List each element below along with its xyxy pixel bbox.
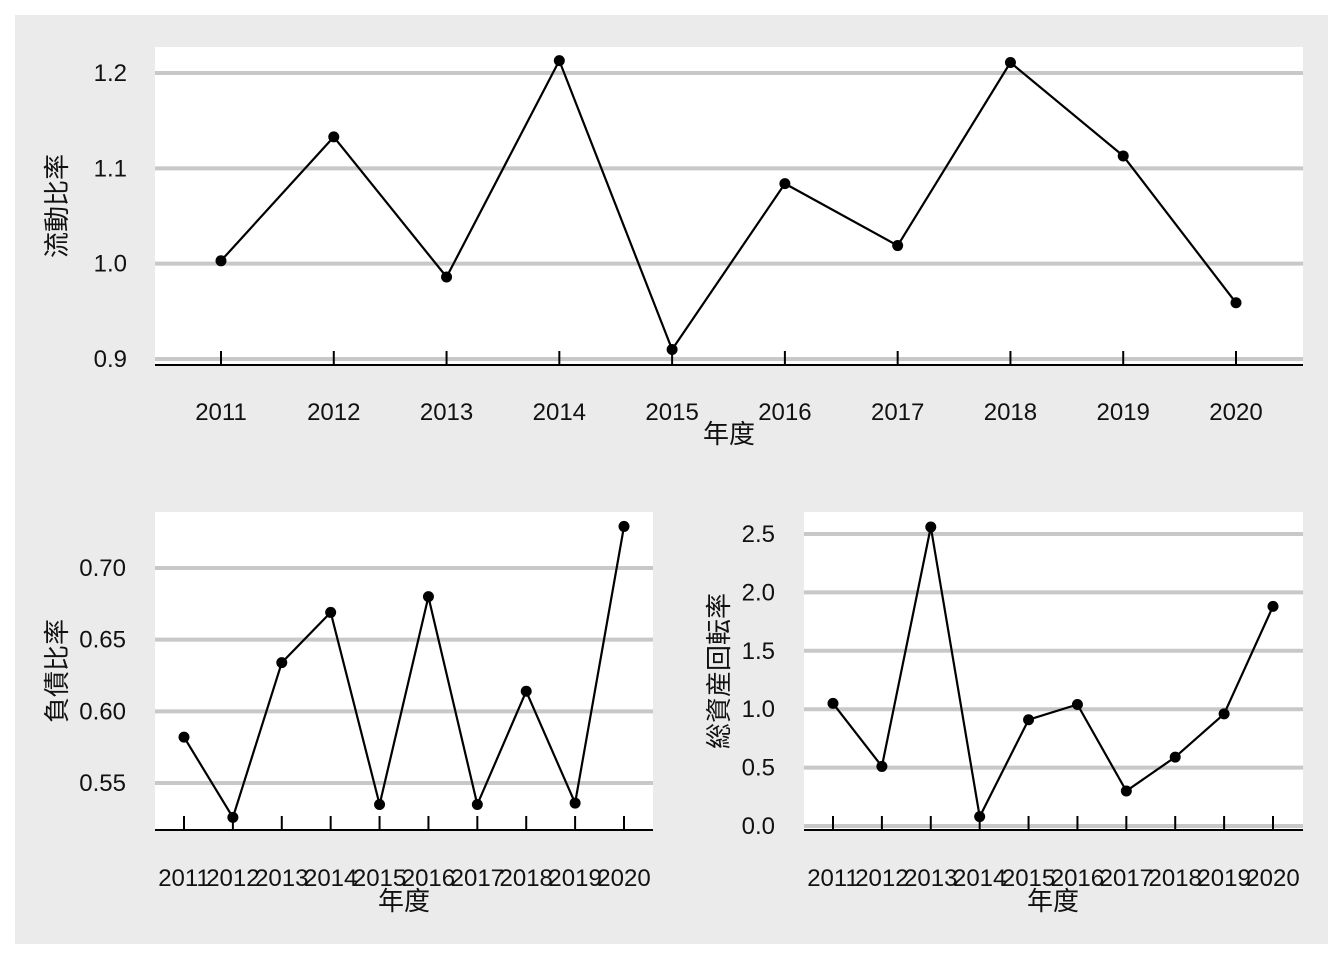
data-point xyxy=(422,591,434,603)
data-point xyxy=(441,271,453,283)
data-point xyxy=(779,178,791,190)
y-tick-label: 0.9 xyxy=(94,346,127,373)
x-tick-label: 2012 xyxy=(206,865,259,892)
y-tick-label: 2.0 xyxy=(742,579,775,606)
x-tick-label: 2020 xyxy=(1209,399,1262,426)
x-tick-label: 2017 xyxy=(1100,865,1153,892)
y-tick-label: 0.5 xyxy=(742,755,775,782)
x-tick-label: 2020 xyxy=(1246,865,1299,892)
x-tick-label: 2013 xyxy=(255,865,308,892)
data-point xyxy=(1230,297,1242,309)
x-tick-label: 2015 xyxy=(353,865,406,892)
x-tick-label: 2015 xyxy=(645,399,698,426)
y-tick-label: 1.0 xyxy=(94,251,127,278)
data-point xyxy=(1267,600,1279,612)
data-point xyxy=(618,520,630,532)
x-tick-label: 2013 xyxy=(904,865,957,892)
series-line xyxy=(183,526,626,819)
x-tick-label: 2019 xyxy=(1197,865,1250,892)
x-tick-label: 2014 xyxy=(533,399,586,426)
y-tick-label: 0.70 xyxy=(79,555,126,582)
x-tick-label: 2016 xyxy=(758,399,811,426)
data-point xyxy=(276,657,288,669)
y-axis-label: 負債比率 xyxy=(42,619,72,723)
x-tick-label: 2016 xyxy=(1051,865,1104,892)
y-tick-label: 1.2 xyxy=(94,60,127,87)
data-point xyxy=(1218,708,1230,720)
y-tick-label: 0.0 xyxy=(742,813,775,840)
data-point xyxy=(925,521,937,533)
data-point xyxy=(569,797,581,809)
x-tick-label: 2020 xyxy=(597,865,650,892)
x-tick-label: 2014 xyxy=(953,865,1006,892)
data-point xyxy=(1004,57,1016,69)
data-point xyxy=(1117,150,1129,162)
data-point xyxy=(215,255,227,267)
x-tick-label: 2019 xyxy=(548,865,601,892)
x-tick-label: 2014 xyxy=(304,865,357,892)
x-tick-label: 2015 xyxy=(1002,865,1055,892)
data-point xyxy=(876,760,888,772)
data-point xyxy=(227,811,239,823)
data-point xyxy=(827,697,839,709)
x-tick-label: 2011 xyxy=(195,399,247,426)
data-point xyxy=(666,343,678,355)
data-point xyxy=(471,799,483,810)
x-tick-label: 2011 xyxy=(807,865,859,892)
x-tick-label: 2013 xyxy=(420,399,473,426)
x-tick-label: 2012 xyxy=(855,865,908,892)
x-tick-label: 2018 xyxy=(500,865,553,892)
y-axis-label: 流動比率 xyxy=(42,154,72,258)
data-point xyxy=(1071,699,1083,711)
x-tick-label: 2011 xyxy=(158,865,210,892)
y-tick-label: 0.65 xyxy=(79,627,126,654)
x-tick-label: 2019 xyxy=(1097,399,1150,426)
x-axis-label: 年度 xyxy=(703,419,755,449)
current-ratio-chart: 0.9 1.0 1.1 1.2 2011 2012 2013 2014 2015 2016 2017… xyxy=(42,47,1303,449)
data-point xyxy=(325,606,337,618)
series-line xyxy=(220,59,1237,351)
y-tick-label: 1.5 xyxy=(742,638,775,665)
data-point xyxy=(520,685,532,697)
data-point xyxy=(1023,714,1035,726)
x-tick-label: 2016 xyxy=(402,865,455,892)
data-point xyxy=(553,55,565,67)
plot-panel xyxy=(155,47,1303,365)
y-tick-label: 1.0 xyxy=(742,696,775,723)
data-point xyxy=(892,240,904,252)
x-tick-label: 2017 xyxy=(451,865,504,892)
x-axis-label: 年度 xyxy=(1027,886,1079,916)
data-point xyxy=(974,811,986,823)
x-tick-label: 2018 xyxy=(984,399,1037,426)
series-line xyxy=(832,525,1275,818)
data-point xyxy=(328,131,340,143)
y-tick-label: 2.5 xyxy=(742,521,775,548)
asset-turnover-chart: 0.00.51.01.52.02.52011201220132014201520… xyxy=(704,512,1303,916)
plot-panel xyxy=(804,512,1303,830)
x-axis-label: 年度 xyxy=(378,886,430,916)
y-axis-label: 総資産回転率 xyxy=(704,593,734,749)
y-tick-label: 0.60 xyxy=(79,698,126,725)
x-tick-label: 2017 xyxy=(871,399,924,426)
plot-panel xyxy=(155,512,653,830)
y-tick-label: 0.55 xyxy=(79,770,126,797)
data-point xyxy=(178,731,190,743)
x-tick-label: 2012 xyxy=(307,399,360,426)
debt-ratio-chart: 0.55 0.60 0.65 0.70 201120122013201420152016… xyxy=(42,512,653,916)
data-point xyxy=(1169,751,1181,763)
y-tick-label: 1.1 xyxy=(94,155,127,182)
x-tick-label: 2018 xyxy=(1149,865,1202,892)
data-point xyxy=(1120,785,1132,797)
data-point xyxy=(374,799,386,810)
